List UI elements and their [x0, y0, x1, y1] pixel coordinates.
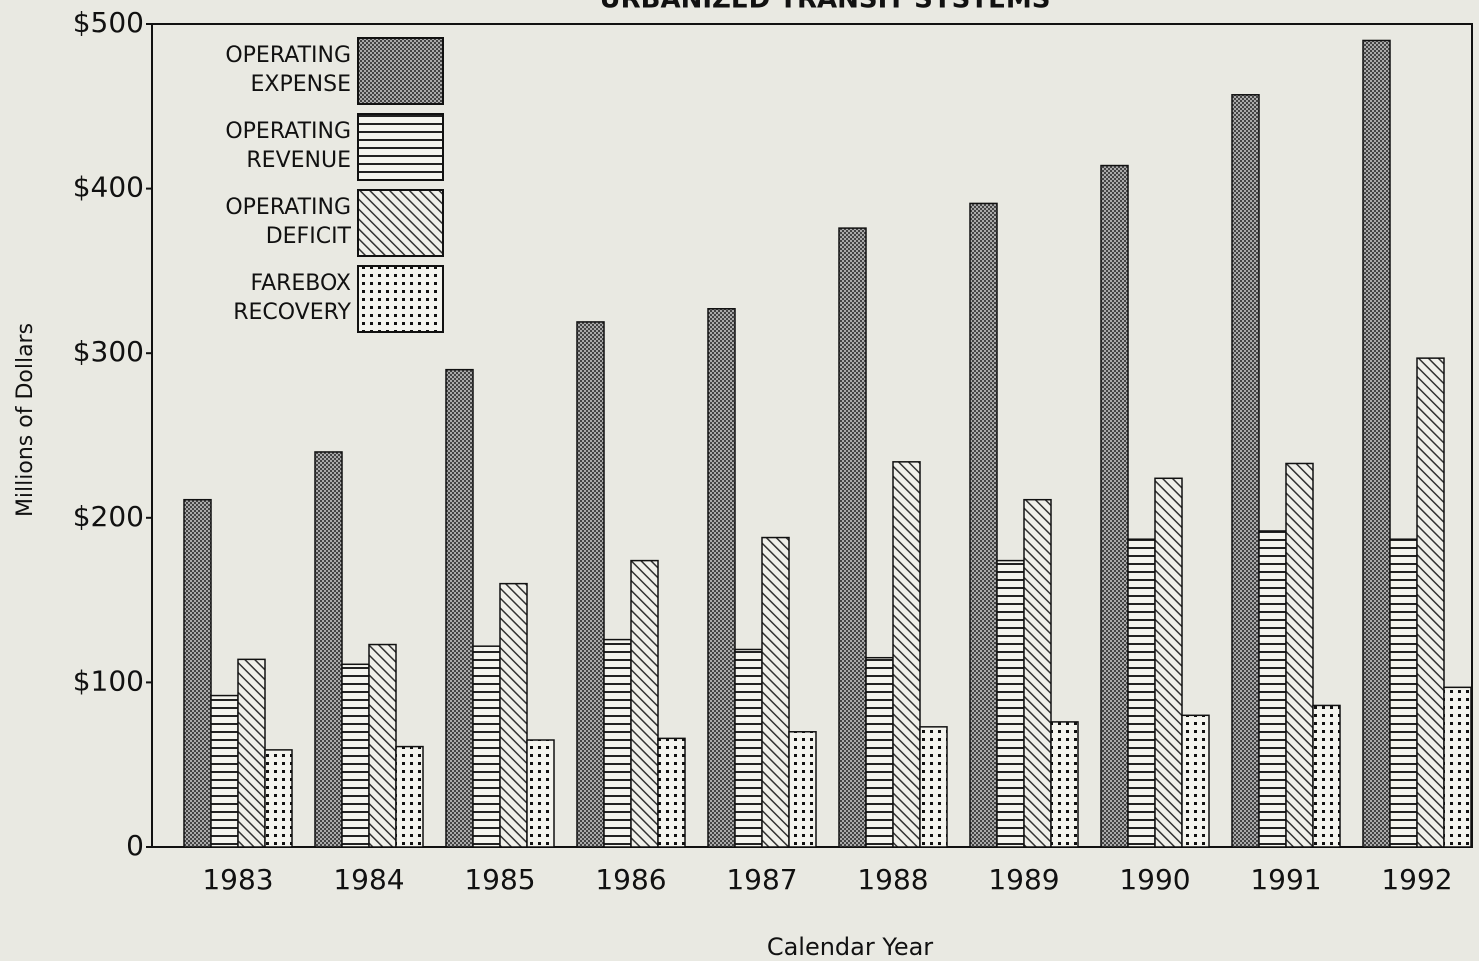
- legend-label: OPERATING DEFICIT: [225, 195, 351, 249]
- y-tick-label: $300: [73, 335, 144, 368]
- bar: [1050, 721, 1079, 848]
- bar: [996, 559, 1025, 848]
- bar: [1127, 538, 1156, 848]
- bar: [1023, 498, 1052, 848]
- legend-label: OPERATING REVENUE: [225, 119, 351, 173]
- y-tick-label: $200: [73, 500, 144, 533]
- bar: [761, 536, 790, 848]
- y-axis-label: Millions of Dollars: [13, 323, 38, 517]
- x-tick-label: 1988: [857, 863, 928, 896]
- legend-swatch: [357, 265, 444, 333]
- legend-swatch: [357, 189, 444, 257]
- legend-label: OPERATING EXPENSE: [225, 43, 351, 97]
- bar: [445, 368, 474, 848]
- y-tick-label: $500: [73, 6, 144, 39]
- x-tick-label: 1985: [464, 863, 535, 896]
- bar: [1100, 164, 1129, 848]
- x-tick-label: 1983: [202, 863, 273, 896]
- bar: [237, 658, 266, 848]
- legend-swatch: [357, 37, 444, 105]
- bar: [1258, 530, 1287, 848]
- bar: [707, 308, 736, 848]
- x-axis-label: Calendar Year: [767, 933, 933, 961]
- x-tick-label: 1989: [988, 863, 1059, 896]
- x-tick-label: 1991: [1250, 863, 1321, 896]
- bar: [1154, 477, 1183, 848]
- y-tick-label: $100: [73, 664, 144, 697]
- bar: [657, 737, 686, 848]
- bar: [264, 749, 293, 848]
- bar: [1312, 704, 1341, 848]
- bar: [314, 451, 343, 848]
- x-tick-label: 1984: [333, 863, 404, 896]
- x-tick-label: 1992: [1381, 863, 1452, 896]
- bar: [838, 227, 867, 848]
- bar: [630, 559, 659, 848]
- bar: [919, 726, 948, 848]
- bar: [969, 202, 998, 848]
- bar: [1443, 686, 1472, 848]
- legend-swatch: [357, 113, 444, 181]
- bar: [865, 656, 894, 848]
- bar: [734, 648, 763, 848]
- y-tick-label: 0: [126, 829, 144, 862]
- bar: [603, 638, 632, 848]
- x-tick-label: 1990: [1119, 863, 1190, 896]
- bar: [210, 694, 239, 848]
- bar: [576, 321, 605, 848]
- bar: [1389, 538, 1418, 848]
- bar: [368, 643, 397, 848]
- bar: [341, 663, 370, 848]
- bar: [183, 498, 212, 848]
- x-tick-label: 1986: [595, 863, 666, 896]
- bar: [1416, 357, 1445, 848]
- bar: [1231, 94, 1260, 848]
- legend-label: FAREBOX RECOVERY: [233, 271, 351, 325]
- bar: [1362, 39, 1391, 848]
- bar: [788, 731, 817, 848]
- bar: [1285, 462, 1314, 848]
- chart-title: URBANIZED TRANSIT SYSTEMS: [600, 0, 1051, 15]
- bar: [892, 461, 921, 848]
- bar: [526, 739, 555, 848]
- y-tick-label: $400: [73, 171, 144, 204]
- bar: [472, 645, 501, 848]
- bar: [395, 745, 424, 848]
- x-tick-label: 1987: [726, 863, 797, 896]
- bar: [1181, 714, 1210, 848]
- bar: [499, 582, 528, 848]
